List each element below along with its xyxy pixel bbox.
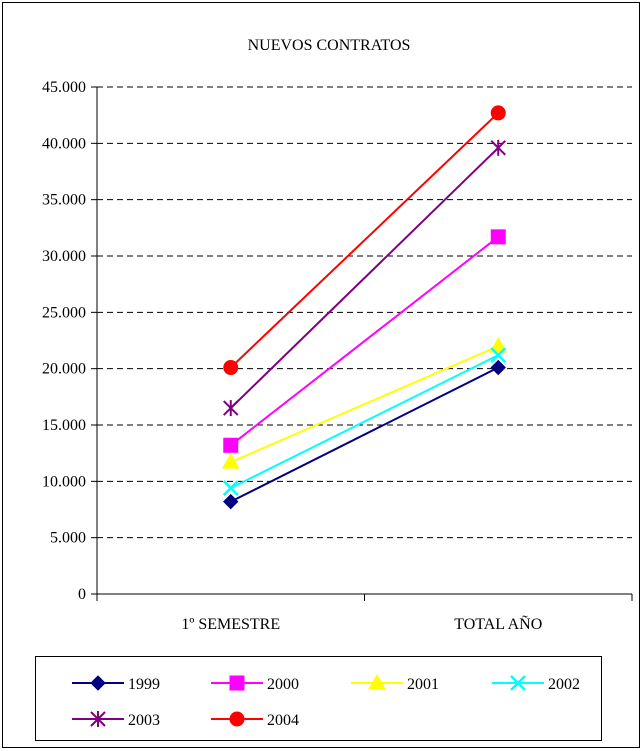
y-tick-label: 20.000 [42,361,86,378]
data-point [490,347,507,364]
data-point [222,480,239,496]
legend-item-2004: 2004 [211,711,299,729]
data-point [490,139,506,156]
legend-item-2000: 2000 [211,675,299,693]
data-point [223,360,239,376]
chart-title: NUEVOS CONTRATOS [248,37,411,54]
legend-label: 2000 [267,676,299,693]
data-point [490,105,506,121]
x-tick-label: 1º SEMESTRE [181,616,280,633]
series-2003 [223,139,506,417]
y-tick-label: 35.000 [42,192,86,209]
y-tick-label: 40.000 [42,135,86,152]
data-point [223,493,239,510]
legend-marker [510,675,526,691]
y-tick-label: 5.000 [50,530,86,547]
series-line [230,112,499,369]
legend-item-2001: 2001 [351,673,439,693]
legend-marker [368,673,386,690]
legend-items: 1999 2000 2001 2002 2003 2004 [72,673,580,729]
series-line [230,236,499,447]
data-point [489,337,508,353]
y-tick-label: 0 [78,586,86,603]
data-point [490,359,506,376]
series-2001 [221,337,508,469]
legend-marker [90,711,106,727]
legend-label: 2004 [267,712,299,729]
series-line [230,345,499,464]
legend-label: 2002 [548,676,580,693]
series-2002 [222,347,507,496]
y-axis-ticks: 0 5.000 10.000 15.000 20.000 25.000 30.000 35.0… [42,79,97,603]
legend-item-2003: 2003 [72,711,160,729]
series-line [230,366,499,503]
series-line [230,354,499,489]
series-2004 [223,105,506,376]
legend: 1999 2000 2001 2002 2003 2004 [35,656,602,741]
series-line [230,147,499,409]
y-tick-label: 45.000 [42,79,86,96]
x-tick-label: TOTAL AÑO [454,615,542,633]
data-point [223,400,239,417]
y-tick-label: 25.000 [42,304,86,321]
legend-marker [90,675,106,691]
legend-item-1999: 1999 [72,675,160,693]
data-point [490,229,506,245]
y-tick-label: 30.000 [42,248,86,265]
gridlines [97,86,632,539]
data-point [223,437,239,453]
series-group [221,105,508,510]
y-tick-label: 15.000 [42,417,86,434]
series-2000 [223,229,506,453]
legend-label: 2003 [128,712,160,729]
legend-label: 1999 [128,676,160,693]
series-1999 [223,359,506,510]
legend-item-2002: 2002 [492,675,580,693]
legend-marker [229,675,245,691]
data-point [221,453,240,469]
x-axis-ticks: 1º SEMESTRE TOTAL AÑO [96,594,633,633]
legend-marker [229,711,245,727]
legend-label: 2001 [407,676,439,693]
y-tick-label: 10.000 [42,473,86,490]
